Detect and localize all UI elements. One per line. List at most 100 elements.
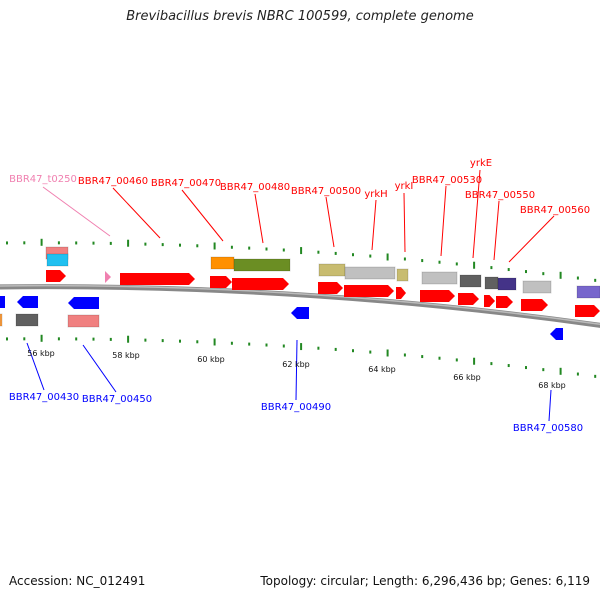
label-leader <box>42 186 111 237</box>
scale-tick <box>127 239 130 247</box>
scale-tick <box>525 270 527 274</box>
scale-tick <box>265 343 268 347</box>
scale-tick <box>196 244 199 248</box>
scale-tick <box>438 356 441 360</box>
feature-box[interactable] <box>484 276 499 290</box>
gene-label[interactable]: BBR47_00500 <box>291 186 361 197</box>
feature-box[interactable] <box>522 280 552 294</box>
gene-label[interactable]: BBR47_00550 <box>465 190 535 201</box>
scale-tick <box>403 353 406 357</box>
feature-box[interactable] <box>459 274 482 288</box>
reverse-gene-arrow[interactable] <box>68 297 99 309</box>
scale-tick <box>230 341 233 345</box>
gene-label[interactable]: BBR47_00480 <box>220 182 290 193</box>
scale-tick <box>75 241 78 245</box>
gene-label[interactable]: BBR47_00560 <box>520 205 590 216</box>
gene-label[interactable]: BBR47_00530 <box>412 175 482 186</box>
feature-box[interactable] <box>318 263 346 277</box>
scale-tick <box>455 358 458 362</box>
feature-box[interactable] <box>46 253 69 267</box>
label-leader <box>181 189 224 242</box>
feature-box[interactable] <box>67 314 100 328</box>
gene-label[interactable]: BBR47_t0250 <box>9 174 77 185</box>
gene-label[interactable]: yrkE <box>470 158 492 169</box>
trna-arrow[interactable] <box>105 271 111 283</box>
reverse-gene-arrow[interactable] <box>0 296 5 308</box>
label-leader <box>472 169 481 259</box>
forward-gene-arrow[interactable] <box>232 278 289 290</box>
feature-box[interactable] <box>396 268 409 282</box>
scale-tick <box>576 276 579 280</box>
feature-box[interactable] <box>421 271 458 285</box>
scale-label: 64 kbp <box>368 365 396 374</box>
label-leader <box>548 389 552 422</box>
map-title: Brevibacillus brevis NBRC 100599, comple… <box>126 9 474 24</box>
feature-box[interactable] <box>233 258 291 272</box>
scale-tick <box>455 262 458 266</box>
scale-tick <box>369 254 372 258</box>
reverse-gene-arrow[interactable] <box>291 307 309 319</box>
scale-tick <box>109 337 112 341</box>
label-leader <box>508 215 555 263</box>
forward-gene-arrow[interactable] <box>210 276 232 288</box>
feature-box[interactable] <box>576 285 600 299</box>
backbone <box>0 284 600 328</box>
scale-tick <box>179 243 181 247</box>
forward-gene-arrow[interactable] <box>575 305 600 317</box>
scale-tick <box>248 342 251 346</box>
forward-gene-arrow[interactable] <box>318 282 343 294</box>
scale-tick <box>542 272 545 276</box>
forward-gene-arrow[interactable] <box>120 273 195 285</box>
feature-box[interactable] <box>0 313 3 327</box>
gene-label[interactable]: BBR47_00470 <box>151 178 221 189</box>
reverse-gene-arrow[interactable] <box>17 296 38 308</box>
forward-gene-arrow[interactable] <box>521 299 548 311</box>
gene-label[interactable]: BBR47_00460 <box>78 176 148 187</box>
forward-gene-arrow[interactable] <box>496 296 513 308</box>
forward-gene-arrow[interactable] <box>458 293 479 305</box>
scale-tick <box>507 364 510 368</box>
reverse-gene-arrow[interactable] <box>550 328 563 340</box>
forward-gene-arrow[interactable] <box>344 285 394 297</box>
scale-tick <box>576 372 579 376</box>
forward-gene-arrow[interactable] <box>420 290 455 302</box>
feature-box[interactable] <box>344 266 396 280</box>
scale-tick <box>144 338 147 342</box>
scale-tick <box>490 362 493 366</box>
forward-gene-arrow[interactable] <box>484 295 495 307</box>
forward-gene-arrow[interactable] <box>46 270 66 282</box>
scale-tick <box>144 242 147 246</box>
label-leader <box>493 200 500 261</box>
scale-tick <box>75 337 78 341</box>
label-leader <box>295 339 298 401</box>
scale-label: 68 kbp <box>538 381 566 390</box>
scale-tick <box>282 248 285 252</box>
gene-label[interactable]: BBR47_00580 <box>513 423 583 434</box>
scale-tick <box>109 241 112 245</box>
accession: Accession: NC_012491 <box>9 574 146 588</box>
scale-tick <box>421 259 424 263</box>
gene-label[interactable]: BBR47_00430 <box>9 392 79 403</box>
feature-box[interactable] <box>210 256 235 270</box>
scale-tick <box>57 241 60 245</box>
scale-tick <box>161 339 164 343</box>
label-leader <box>26 342 45 391</box>
scale-tick <box>559 367 562 375</box>
scale-tick <box>179 339 181 343</box>
feature-box[interactable] <box>15 313 39 327</box>
scale-tick <box>559 271 562 279</box>
feature-box[interactable] <box>497 277 517 291</box>
label-leader <box>325 196 335 248</box>
scale-tick <box>317 346 320 350</box>
scale-tick <box>421 355 424 359</box>
scale-tick <box>161 243 164 247</box>
label-leader <box>440 185 447 257</box>
gene-label[interactable]: BBR47_00450 <box>82 394 152 405</box>
scale-tick <box>248 246 251 250</box>
gene-label[interactable]: yrkI <box>395 181 414 192</box>
scale-tick <box>23 337 26 341</box>
forward-gene-arrow[interactable] <box>396 287 406 299</box>
gene-label[interactable]: yrkH <box>364 189 387 200</box>
gene-label[interactable]: BBR47_00490 <box>261 402 331 413</box>
